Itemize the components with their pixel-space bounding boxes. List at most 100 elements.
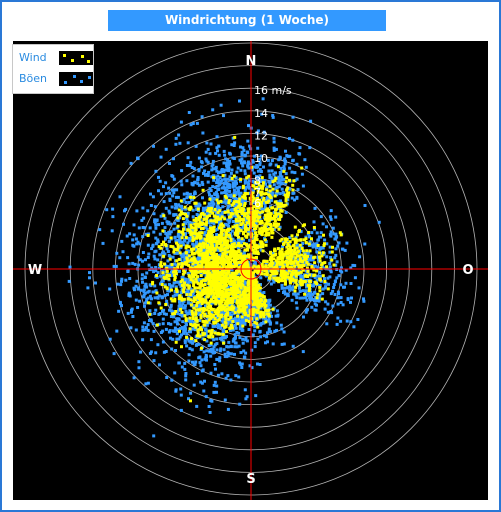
point bbox=[248, 364, 252, 368]
point bbox=[163, 285, 167, 289]
point bbox=[209, 292, 213, 296]
point bbox=[336, 316, 340, 320]
point bbox=[180, 333, 183, 337]
point bbox=[180, 278, 184, 282]
point bbox=[227, 161, 231, 165]
point bbox=[194, 343, 198, 347]
point bbox=[191, 262, 195, 266]
point bbox=[215, 233, 219, 236]
point bbox=[244, 254, 248, 258]
point bbox=[228, 178, 232, 182]
point bbox=[234, 200, 238, 204]
point bbox=[170, 268, 174, 272]
point bbox=[234, 260, 238, 264]
point bbox=[289, 253, 293, 256]
point bbox=[214, 151, 218, 155]
point bbox=[226, 288, 230, 292]
point bbox=[259, 193, 263, 197]
point bbox=[149, 350, 153, 354]
point bbox=[227, 213, 231, 216]
point bbox=[231, 181, 235, 185]
point bbox=[313, 276, 317, 280]
point bbox=[180, 230, 184, 234]
point bbox=[155, 274, 159, 277]
point bbox=[203, 338, 207, 342]
point bbox=[180, 183, 184, 187]
point bbox=[232, 306, 236, 310]
point bbox=[201, 241, 205, 245]
point bbox=[236, 278, 240, 282]
point bbox=[243, 198, 247, 202]
point bbox=[198, 295, 202, 299]
point bbox=[202, 350, 206, 354]
point bbox=[212, 174, 216, 178]
point bbox=[315, 303, 318, 307]
point bbox=[225, 345, 229, 349]
point bbox=[142, 216, 146, 220]
point bbox=[326, 302, 330, 306]
point bbox=[222, 149, 226, 153]
point bbox=[309, 258, 313, 262]
point bbox=[115, 251, 119, 255]
point bbox=[377, 220, 381, 224]
point bbox=[221, 309, 225, 313]
point bbox=[314, 264, 318, 268]
point bbox=[171, 273, 175, 277]
point bbox=[237, 262, 241, 266]
point bbox=[291, 183, 295, 187]
point bbox=[235, 288, 238, 291]
point bbox=[285, 176, 289, 180]
point bbox=[120, 277, 124, 281]
point bbox=[190, 327, 194, 331]
point bbox=[260, 262, 264, 266]
point bbox=[176, 216, 180, 220]
point bbox=[235, 223, 239, 227]
point bbox=[182, 192, 186, 196]
point bbox=[173, 273, 176, 277]
point bbox=[230, 143, 234, 147]
point bbox=[179, 253, 183, 257]
point bbox=[282, 165, 286, 169]
point bbox=[185, 293, 189, 297]
point bbox=[205, 220, 209, 224]
point bbox=[222, 215, 226, 219]
point bbox=[328, 245, 332, 249]
point bbox=[201, 221, 205, 225]
point bbox=[251, 248, 255, 252]
point bbox=[248, 253, 252, 257]
point bbox=[228, 288, 232, 292]
point bbox=[310, 266, 314, 270]
point bbox=[306, 252, 310, 256]
point bbox=[284, 269, 288, 273]
point bbox=[194, 316, 198, 320]
point bbox=[203, 242, 207, 246]
point bbox=[152, 270, 156, 274]
point bbox=[256, 250, 259, 254]
point bbox=[307, 289, 311, 292]
point bbox=[300, 247, 304, 250]
point bbox=[272, 214, 276, 218]
point bbox=[344, 281, 348, 285]
point bbox=[216, 287, 220, 291]
point bbox=[209, 207, 213, 211]
point bbox=[223, 250, 227, 254]
point bbox=[114, 264, 118, 268]
point bbox=[195, 234, 199, 238]
point bbox=[346, 298, 350, 302]
point bbox=[187, 359, 191, 363]
point bbox=[242, 266, 245, 270]
point bbox=[275, 261, 279, 265]
point bbox=[261, 208, 265, 211]
point bbox=[210, 194, 214, 198]
point bbox=[274, 225, 278, 229]
point bbox=[266, 319, 270, 323]
point bbox=[176, 265, 180, 269]
point bbox=[186, 288, 190, 292]
point bbox=[219, 347, 223, 351]
point bbox=[220, 323, 224, 327]
point bbox=[223, 295, 227, 298]
point bbox=[243, 388, 247, 392]
point bbox=[196, 298, 200, 302]
point bbox=[165, 286, 169, 290]
point bbox=[191, 183, 195, 187]
